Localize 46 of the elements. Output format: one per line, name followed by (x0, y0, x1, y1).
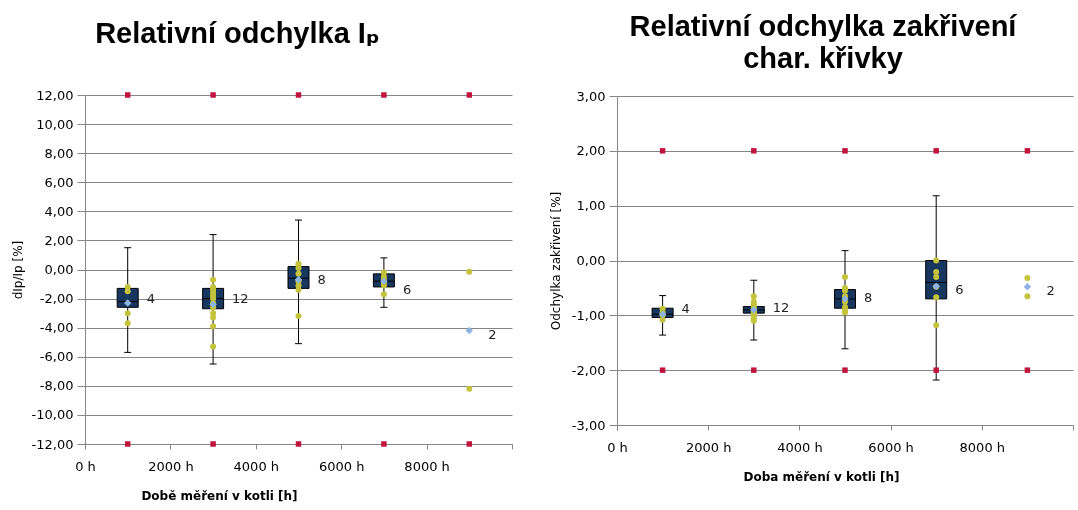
annotation: 8 (317, 271, 326, 287)
x-tick-label: 8000 h (959, 439, 1006, 455)
y-tick-label: -2,00 (571, 362, 606, 378)
y-tick-label: 6,00 (44, 174, 74, 190)
y-tick-label: 3,00 (576, 88, 606, 104)
y-tick-label: -6,00 (39, 349, 74, 365)
x-tick-label: 4000 h (777, 439, 823, 455)
x-tick-label: 0 h (75, 458, 96, 474)
y-tick-label: -1,00 (571, 307, 606, 323)
x-tick-label: 8000 h (404, 458, 450, 474)
x-tick-label: 6000 h (868, 439, 914, 455)
y-axis-title: Odchylka zakřivení [%] (548, 191, 563, 331)
annotation: 12 (772, 300, 790, 316)
y-tick-label: 12,00 (36, 87, 74, 103)
y-tick-label: -12,00 (31, 436, 74, 452)
y-tick-label: -8,00 (39, 378, 74, 394)
y-tick-label: -3,00 (571, 417, 606, 433)
y-tick-label: 4,00 (44, 203, 74, 219)
annotation: 2 (1046, 283, 1055, 299)
x-tick-label: 4000 h (233, 458, 280, 474)
y-tick-label: 0,00 (576, 253, 606, 268)
y-axis-title: dIp/Ip [%] (10, 240, 25, 300)
annotation: 8 (864, 289, 873, 305)
x-axis-title: Době měření v kotli [h] (141, 488, 298, 503)
annotation: 2 (488, 326, 497, 342)
annotation: 12 (232, 290, 249, 306)
y-tick-label: -4,00 (39, 320, 74, 336)
y-tick-label: -10,00 (31, 407, 74, 423)
x-tick-label: 2000 h (685, 439, 732, 455)
x-axis-title: Doba měření v kotli [h] (743, 469, 900, 484)
y-tick-label: 0,00 (44, 262, 74, 277)
annotation: 4 (681, 300, 690, 316)
x-tick-label: 0 h (607, 439, 628, 455)
y-tick-label: 8,00 (44, 145, 74, 161)
annotation: 6 (955, 281, 964, 297)
annotation: 4 (146, 290, 155, 306)
chart-title: Relativní odchylka Iₚ (95, 17, 380, 49)
annotation: 6 (402, 281, 412, 297)
y-tick-label: 2,00 (576, 143, 606, 159)
x-tick-label: 6000 h (318, 458, 365, 474)
y-tick-label: 10,00 (36, 116, 74, 132)
chart-title: Relativní odchylka zakřivení char. křivky (629, 10, 1018, 74)
y-tick-label: 2,00 (44, 232, 74, 248)
y-tick-label: 1,00 (576, 198, 606, 214)
y-tick-label: -2,00 (39, 291, 74, 307)
x-tick-label: 2000 h (148, 458, 194, 474)
